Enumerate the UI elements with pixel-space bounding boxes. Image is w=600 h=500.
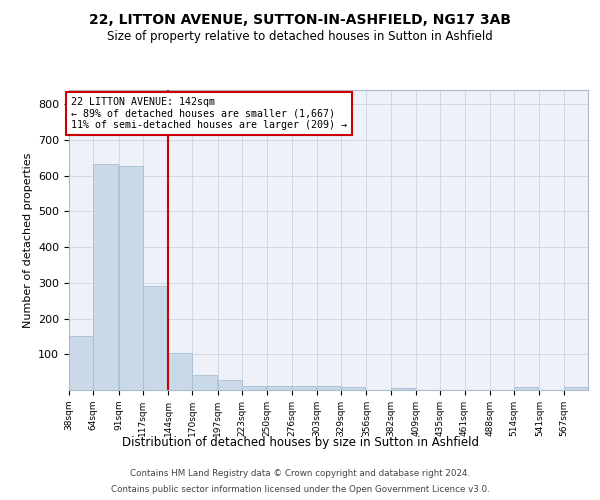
Text: 22 LITTON AVENUE: 142sqm
← 89% of detached houses are smaller (1,667)
11% of sem: 22 LITTON AVENUE: 142sqm ← 89% of detach… (71, 97, 347, 130)
Text: Distribution of detached houses by size in Sutton in Ashfield: Distribution of detached houses by size … (121, 436, 479, 449)
Bar (69, 336, 94, 390)
Text: 22, LITTON AVENUE, SUTTON-IN-ASHFIELD, NG17 3AB: 22, LITTON AVENUE, SUTTON-IN-ASHFIELD, N… (89, 12, 511, 26)
Bar (317, 386, 341, 390)
Bar (391, 388, 415, 390)
Bar (168, 353, 193, 390)
Text: Size of property relative to detached houses in Sutton in Ashfield: Size of property relative to detached ho… (107, 30, 493, 43)
Bar (218, 380, 242, 390)
Bar (267, 386, 292, 390)
Text: Contains HM Land Registry data © Crown copyright and database right 2024.: Contains HM Land Registry data © Crown c… (130, 470, 470, 478)
Text: Contains public sector information licensed under the Open Government Licence v3: Contains public sector information licen… (110, 484, 490, 494)
Bar (514, 387, 538, 390)
Bar (94, 164, 118, 390)
Bar (143, 286, 167, 390)
Bar (563, 387, 588, 390)
Bar (341, 387, 365, 390)
Bar (119, 166, 143, 390)
Y-axis label: Number of detached properties: Number of detached properties (23, 152, 32, 328)
Bar (292, 386, 316, 390)
Bar (242, 386, 266, 390)
Bar (193, 375, 217, 390)
